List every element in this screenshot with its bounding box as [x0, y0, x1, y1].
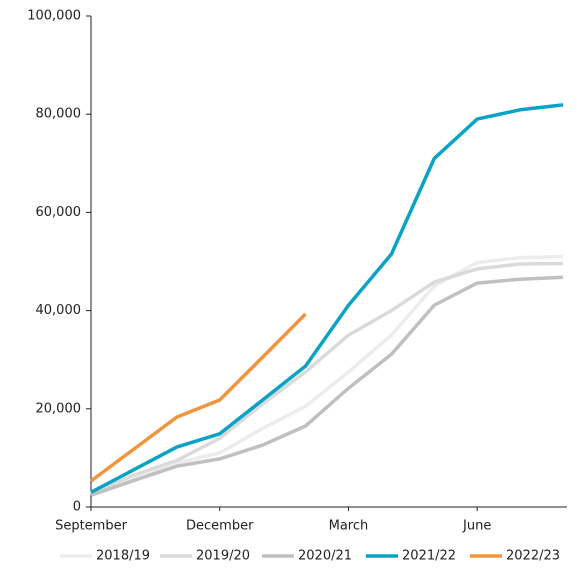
series-line: [90, 275, 564, 497]
y-tick-label: 20,000: [36, 401, 82, 416]
legend-label: 2018/19: [96, 549, 150, 564]
y-tick-label: 60,000: [36, 205, 82, 220]
series-line: [90, 261, 564, 495]
y-tick-label: 0: [73, 500, 81, 515]
series-line: [90, 103, 564, 494]
y-tick-label: 40,000: [36, 303, 82, 318]
y-tick-label: 100,000: [27, 9, 81, 24]
legend-label: 2020/21: [298, 549, 352, 564]
legend-label: 2019/20: [196, 549, 250, 564]
x-tick-label: March: [329, 519, 369, 534]
x-tick-label: June: [462, 519, 491, 534]
y-tick-label: 80,000: [36, 107, 82, 122]
series-line: [89, 312, 307, 483]
x-tick-label: September: [55, 519, 128, 534]
legend-label: 2022/23: [506, 549, 560, 564]
x-tick-label: December: [186, 519, 254, 534]
legend-label: 2021/22: [402, 549, 456, 564]
series-line: [90, 254, 564, 497]
